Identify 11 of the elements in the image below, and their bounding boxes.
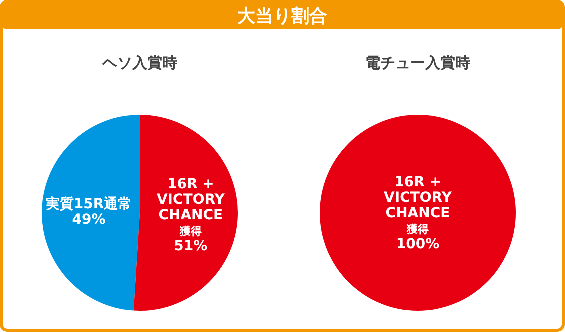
data-label: 49% [72,212,106,228]
chart-subtitle: 電チュー入賞時 [366,54,470,72]
text: 大当り割合 [236,6,328,27]
pie-slice [134,115,238,311]
slice-label: 実質15R通常 [46,195,132,212]
data-label: 51% [174,238,208,254]
slice-label: 16R + VICTORY CHANCE 獲得 [384,174,453,236]
slice-label: 16R + VICTORY CHANCE 獲得 [156,176,226,238]
chart-subtitle: ヘソ入賞時 [102,54,178,72]
pie-slice [42,115,140,311]
data-label: 100% [396,236,440,253]
